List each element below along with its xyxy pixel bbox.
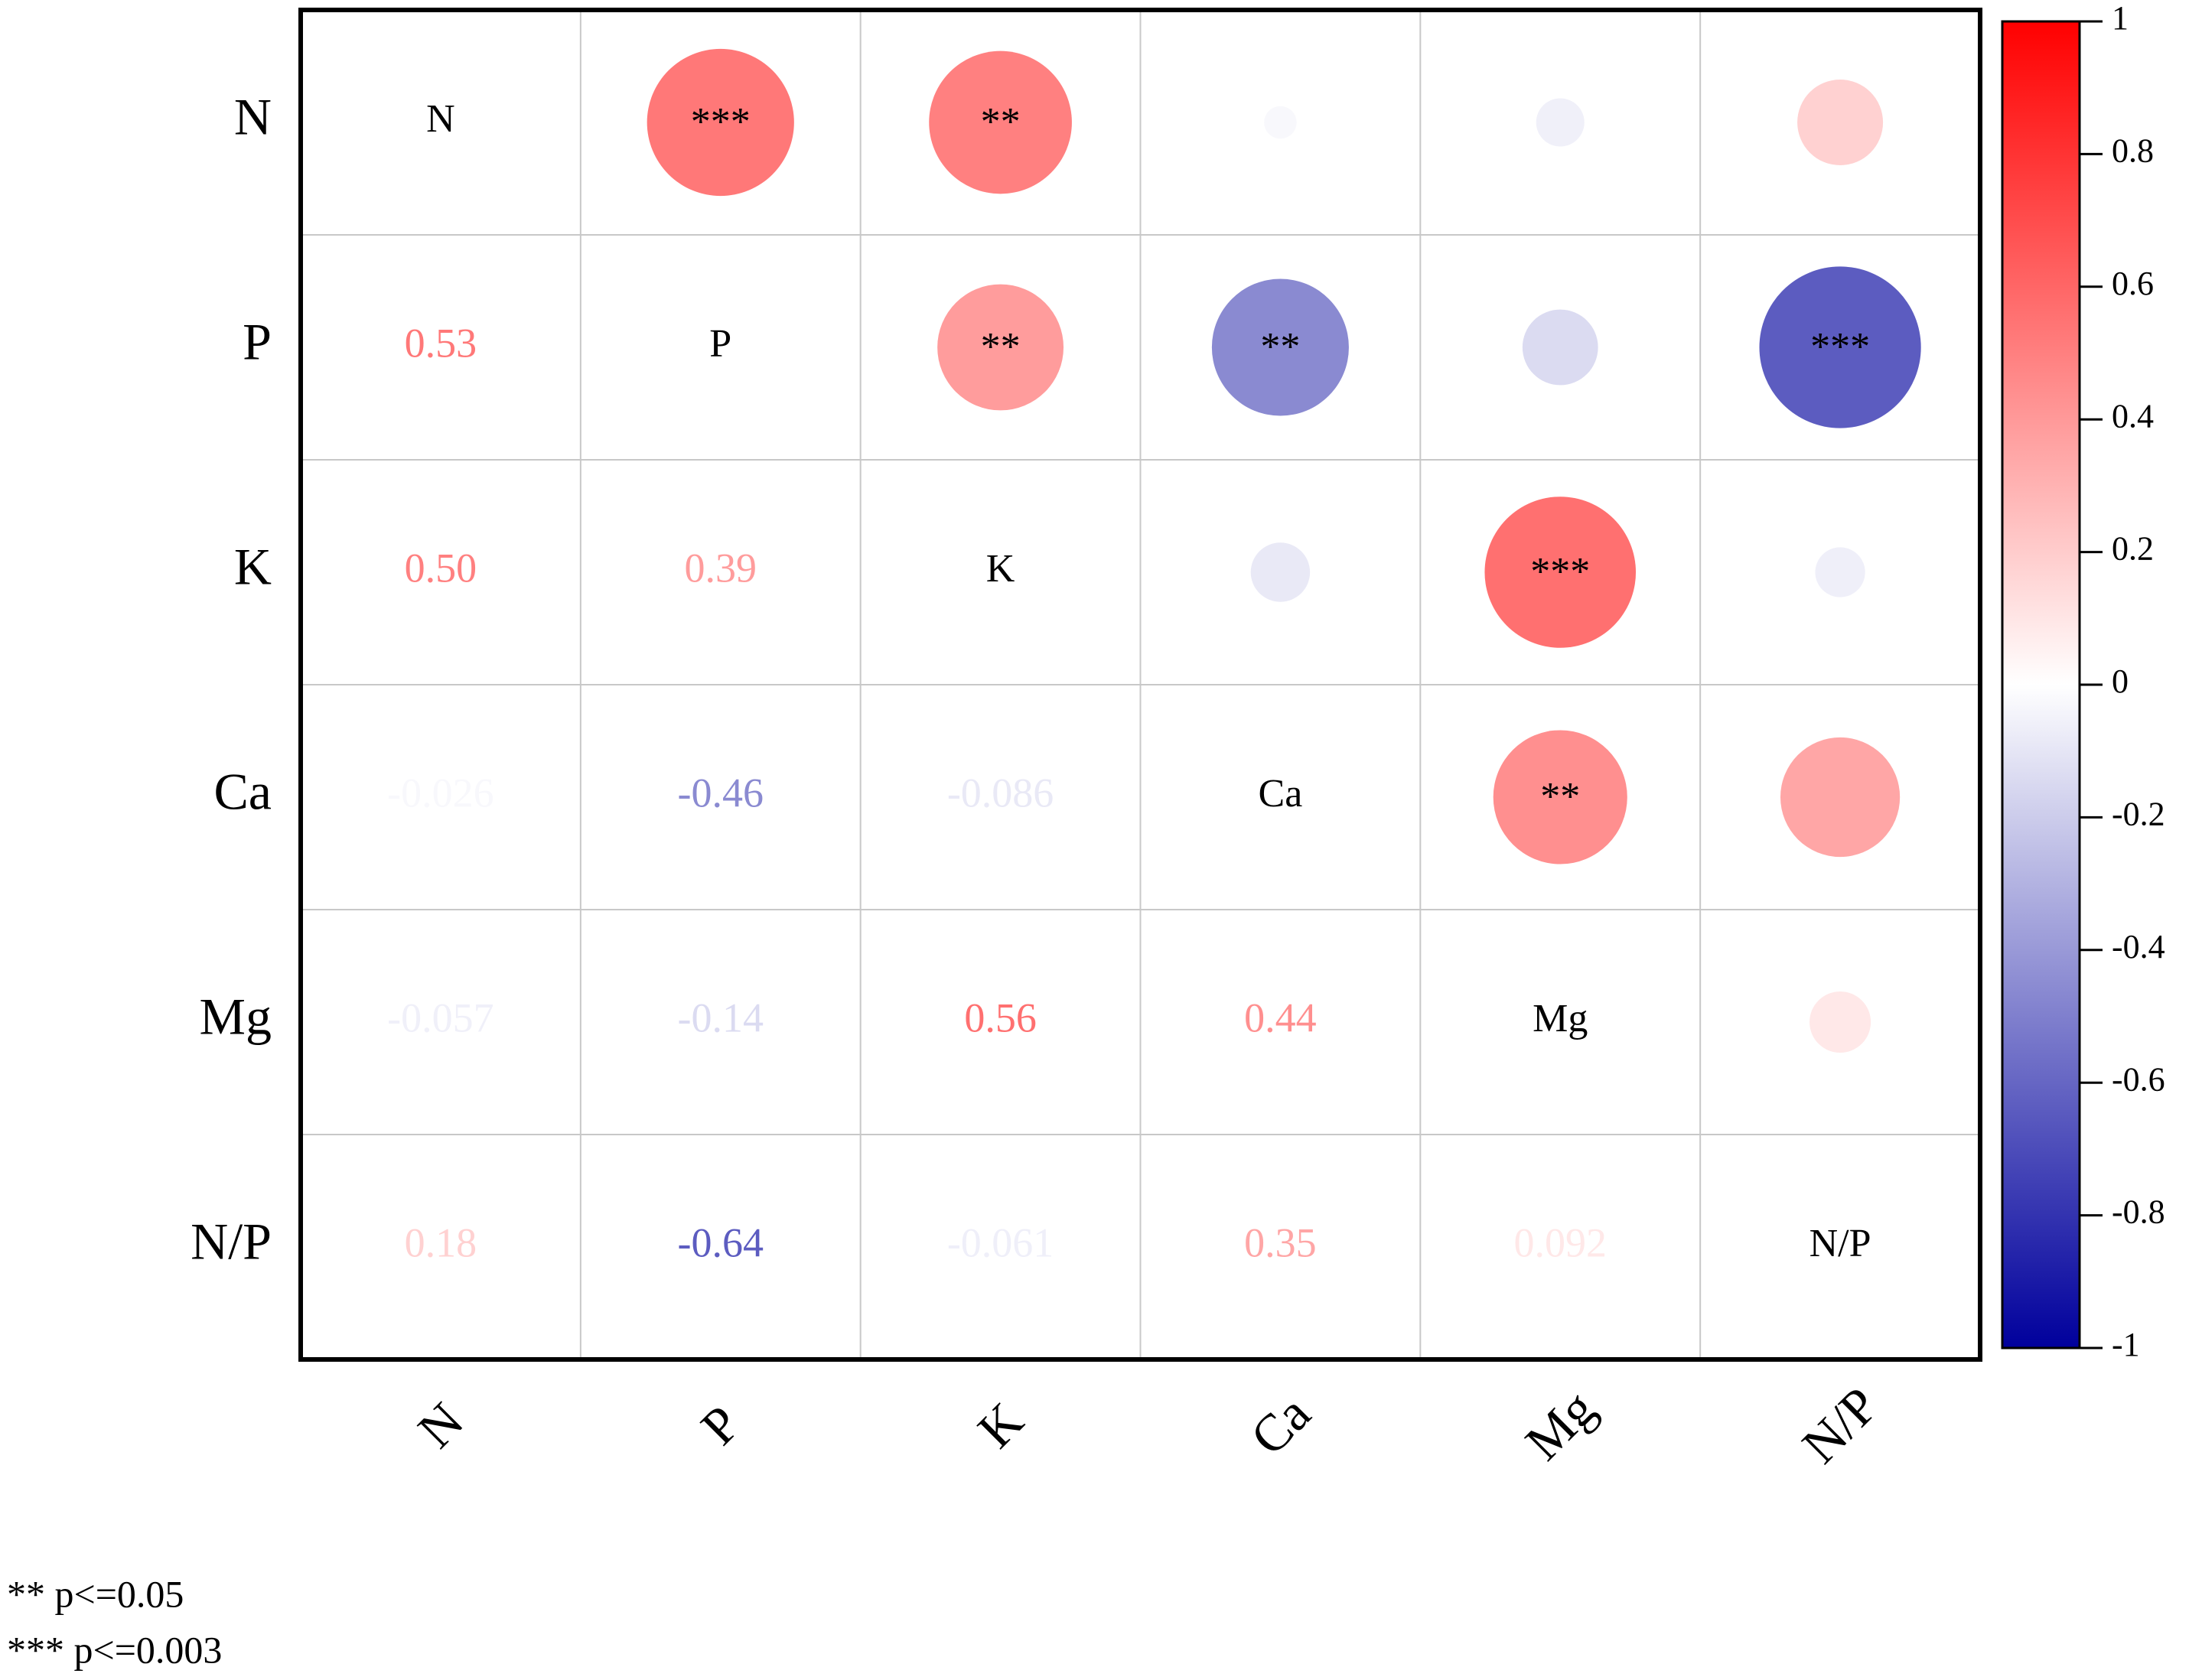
significance-stars: ** [1260, 325, 1300, 369]
correlation-circle [1536, 98, 1585, 147]
value-label: 0.35 [1244, 1219, 1317, 1265]
value-label: -0.086 [947, 770, 1054, 816]
colorbar-tick-label: 0.8 [2112, 132, 2154, 169]
significance-note: *** p<=0.003 [7, 1628, 222, 1671]
significance-stars: ** [981, 100, 1021, 144]
correlation-circle [937, 284, 1064, 411]
correlation-circle [1815, 547, 1865, 597]
significance-stars: ** [1540, 775, 1580, 819]
value-label: -0.14 [678, 995, 764, 1040]
diagonal-label: N/P [1809, 1222, 1871, 1265]
significance-stars: *** [1810, 325, 1870, 369]
correlation-circle [1493, 730, 1627, 864]
colorbar [2001, 20, 2081, 1350]
y-tick-label: N/P [191, 1213, 272, 1271]
value-label: -0.64 [678, 1219, 764, 1265]
y-tick-label: P [243, 313, 272, 371]
y-tick-label: N [234, 88, 272, 146]
colorbar-tick-label: -0.2 [2112, 795, 2165, 832]
diagonal-label: Mg [1533, 997, 1588, 1040]
value-label: 0.18 [405, 1219, 477, 1265]
value-label: 0.44 [1244, 995, 1317, 1040]
colorbar-tick-label: 0.6 [2112, 265, 2154, 302]
correlation-circle [1484, 497, 1637, 648]
value-label: 0.56 [964, 995, 1037, 1040]
y-tick-label: Ca [213, 763, 272, 821]
correlation-circle [1250, 542, 1311, 602]
x-tick-label: N [406, 1392, 474, 1459]
x-tick-label: N/P [1791, 1376, 1890, 1474]
colorbar-tick-label: 0.4 [2112, 397, 2154, 435]
colorbar-tick-label: -1 [2112, 1326, 2140, 1363]
value-label: -0.026 [387, 770, 493, 816]
value-label: -0.057 [387, 995, 493, 1040]
value-label: 0.50 [405, 545, 477, 591]
correlation-circle [1780, 737, 1901, 858]
y-tick-label: Mg [200, 988, 272, 1046]
diagonal-label: Ca [1259, 772, 1303, 816]
diagonal-label: N [426, 97, 455, 141]
correlation-circle [1522, 309, 1598, 386]
significance-note: ** p<=0.05 [7, 1572, 184, 1615]
correlation-circle [1809, 991, 1871, 1053]
y-tick-label: K [234, 538, 272, 596]
value-label: -0.46 [678, 770, 764, 816]
value-label: -0.061 [947, 1219, 1054, 1265]
correlation-circle [929, 50, 1072, 194]
diagonal-label: P [709, 322, 731, 366]
x-tick-label: Ca [1239, 1384, 1321, 1466]
value-label: 0.092 [1514, 1219, 1608, 1265]
significance-stars: ** [981, 325, 1021, 369]
significance-stars: *** [691, 100, 751, 144]
colorbar-tick-label: 1 [2112, 0, 2129, 37]
diagonal-label: K [986, 547, 1015, 591]
colorbar-tick-label: -0.4 [2112, 928, 2165, 965]
colorbar-tick-label: -0.6 [2112, 1060, 2165, 1098]
correlation-circle [1264, 106, 1297, 139]
correlation-circle [1759, 266, 1921, 428]
x-tick-label: K [966, 1392, 1034, 1459]
correlation-circle [1211, 278, 1349, 416]
x-tick-label: P [689, 1395, 751, 1456]
x-tick-label: Mg [1514, 1379, 1607, 1472]
plot-frame [298, 8, 1982, 1362]
significance-stars: *** [1530, 550, 1590, 594]
correlation-circle [1797, 79, 1884, 166]
value-label: 0.39 [685, 545, 757, 591]
colorbar-tick-label: 0 [2112, 663, 2129, 700]
value-label: 0.53 [405, 320, 477, 366]
colorbar-tick-label: -0.8 [2112, 1193, 2165, 1231]
colorbar-tick-label: 0.2 [2112, 530, 2154, 568]
correlation-circle [647, 48, 794, 197]
